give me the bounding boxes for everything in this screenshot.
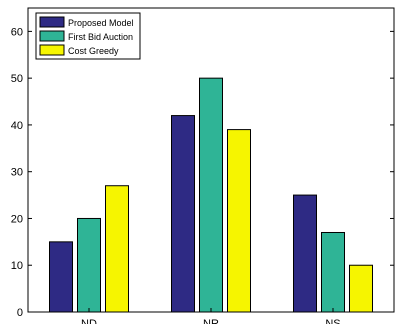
legend-label: Proposed Model xyxy=(68,18,134,28)
legend-swatch xyxy=(39,16,65,28)
legend-label: First Bid Auction xyxy=(68,32,133,42)
y-tick-label: 60 xyxy=(11,26,23,38)
bar-nr-series-1 xyxy=(171,115,195,313)
legend-swatch xyxy=(39,30,65,42)
bar-ns-series-1 xyxy=(293,194,317,313)
y-tick-label: 10 xyxy=(11,260,23,272)
bar-nd-series-2 xyxy=(77,217,101,313)
bar-nd-series-1 xyxy=(49,241,73,313)
bar-ns-series-2 xyxy=(321,231,345,313)
x-tick-label: NR xyxy=(203,318,219,324)
bar-nr-series-3 xyxy=(227,129,251,313)
bar-ns-series-3 xyxy=(349,264,373,313)
bar-nd-series-3 xyxy=(105,185,129,313)
bar-nr-series-2 xyxy=(199,77,223,313)
legend: Proposed Model First Bid Auction Cost Gree… xyxy=(35,12,141,60)
legend-swatch xyxy=(39,44,65,56)
x-tick-label: NS xyxy=(325,318,340,324)
y-tick-label: 50 xyxy=(11,73,23,85)
y-tick-label: 30 xyxy=(11,167,23,179)
bars-layer xyxy=(49,77,373,313)
y-tick-label: 40 xyxy=(11,120,23,132)
y-tick-label: 20 xyxy=(11,213,23,225)
y-tick-label: 0 xyxy=(17,307,23,319)
x-tick-label: ND xyxy=(81,318,97,324)
legend-label: Cost Greedy xyxy=(68,46,119,56)
axes-frame xyxy=(27,7,395,313)
